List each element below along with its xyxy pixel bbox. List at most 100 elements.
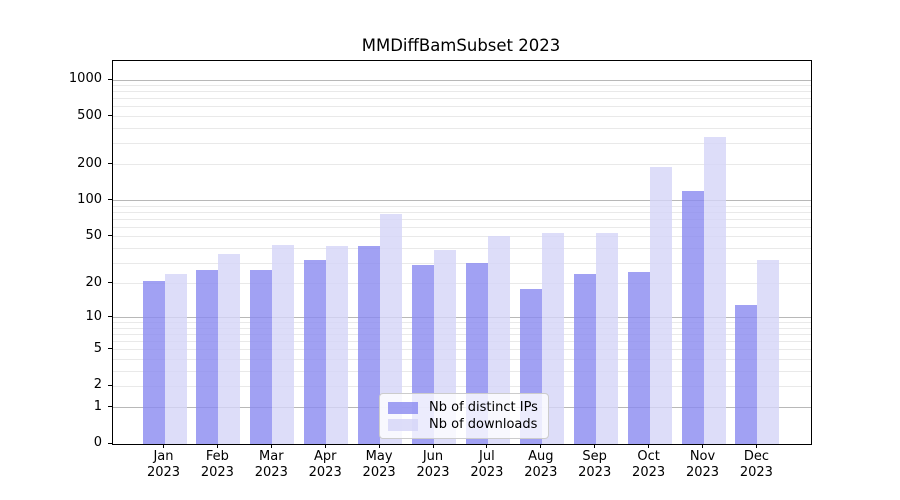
minor-gridline [113,91,811,93]
x-tick-label-line: 2023 [200,464,234,480]
x-tick-label-line: Jun [422,449,444,464]
y-tick-mark [108,406,112,407]
bar-distinct-ips [304,259,327,444]
x-tick-label-line: Mar [259,449,284,464]
y-tick-label: 10 [85,308,102,324]
minor-gridline [113,385,811,387]
y-tick-label: 2 [93,377,102,393]
major-gridline [113,200,811,202]
x-tick-label-line: 2023 [416,464,450,480]
x-tick-mark [755,444,757,448]
bar-downloads [164,274,187,444]
y-tick-label: 100 [77,191,102,207]
y-tick-label: 200 [77,155,102,171]
bar-downloads [218,253,241,444]
bar-downloads [595,232,618,444]
bar-distinct-ips [735,305,758,444]
x-tick-mark [216,444,218,448]
bar-distinct-ips [250,270,273,444]
bar-downloads [703,137,726,444]
minor-gridline [113,341,811,342]
bar-downloads [380,213,403,444]
x-tick-label-line: Oct [637,449,660,464]
x-tick-label-line: Sep [582,449,607,464]
x-tick-mark [324,444,326,448]
minor-gridline [113,349,811,351]
x-tick-mark [702,444,703,448]
x-tick-label: Jan 2023 [136,449,192,480]
bar-downloads [326,245,349,444]
minor-gridline [113,98,811,100]
x-tick-label: Jun 2023 [405,449,461,480]
x-tick-mark [378,444,380,448]
minor-gridline [113,226,811,228]
x-tick-label-line: 2023 [308,464,342,480]
bar-downloads [487,235,510,444]
x-tick-label-line: 2023 [685,464,720,480]
x-tick-mark [163,444,164,448]
x-tick-mark [270,444,272,448]
bar-distinct-ips [627,272,650,444]
x-tick-label-line: Dec [743,449,769,464]
x-tick-label-line: Feb [205,449,229,464]
plot-area: Nb of distinct IPs Nb of downloads [112,60,812,445]
x-tick-label-line: Nov [689,449,716,464]
y-tick-mark [108,442,112,444]
bar-distinct-ips [196,270,219,444]
legend: Nb of distinct IPs Nb of downloads [379,393,549,439]
y-tick-mark [108,115,112,116]
bar-distinct-ips [358,245,381,444]
x-tick-label-line: Apr [313,449,337,464]
minor-gridline [113,236,811,238]
y-tick-mark [108,316,112,318]
y-tick-label: 50 [85,227,102,243]
x-tick-mark [648,444,650,448]
minor-gridline [113,212,811,213]
x-tick-label-line: 2023 [470,464,504,480]
legend-swatch-distinct-ips [388,401,418,414]
legend-item-distinct-ips: Nb of distinct IPs [388,400,540,415]
y-tick-label: 5 [93,340,102,356]
x-tick-label: Sep 2023 [567,449,623,480]
x-tick-label: Oct 2023 [621,449,677,480]
minor-gridline [113,116,811,117]
bar-downloads [757,259,780,444]
minor-gridline [113,164,811,166]
minor-gridline [113,205,811,207]
x-tick-label: Feb 2023 [189,449,245,480]
bar-distinct-ips [573,274,596,444]
y-tick-mark [108,199,112,201]
x-tick-mark [432,444,434,448]
x-tick-label: Apr 2023 [297,449,353,480]
bar-downloads [272,244,295,444]
legend-swatch-downloads [388,418,418,431]
minor-gridline [113,358,811,360]
x-tick-label-line: 2023 [362,464,396,480]
minor-gridline [113,218,811,220]
y-tick-mark [108,78,112,80]
minor-gridline [113,142,811,144]
chart-title: MMDiffBamSubset 2023 [361,36,561,55]
x-tick-label-line: Jan [153,449,174,464]
major-gridline [113,317,811,319]
y-tick-mark [108,235,112,237]
x-tick-label-line: 2023 [146,464,181,480]
minor-gridline [113,262,811,264]
minor-gridline [113,283,811,285]
bar-downloads [649,166,672,444]
x-tick-label-line: 2023 [739,464,773,480]
x-tick-label-line: May [365,449,393,464]
minor-gridline [113,322,811,324]
x-tick-label: Dec 2023 [728,449,784,480]
y-tick-label: 1000 [68,71,102,86]
x-tick-label: Mar 2023 [243,449,299,480]
x-tick-mark [594,444,596,448]
x-tick-mark [486,444,488,448]
x-tick-label-line: 2023 [632,464,666,480]
minor-gridline [113,85,811,87]
x-tick-label-line: 2023 [524,464,558,480]
x-tick-label-line: Jul [479,449,495,464]
major-gridline [113,79,811,81]
y-tick-label: 0 [93,435,102,450]
